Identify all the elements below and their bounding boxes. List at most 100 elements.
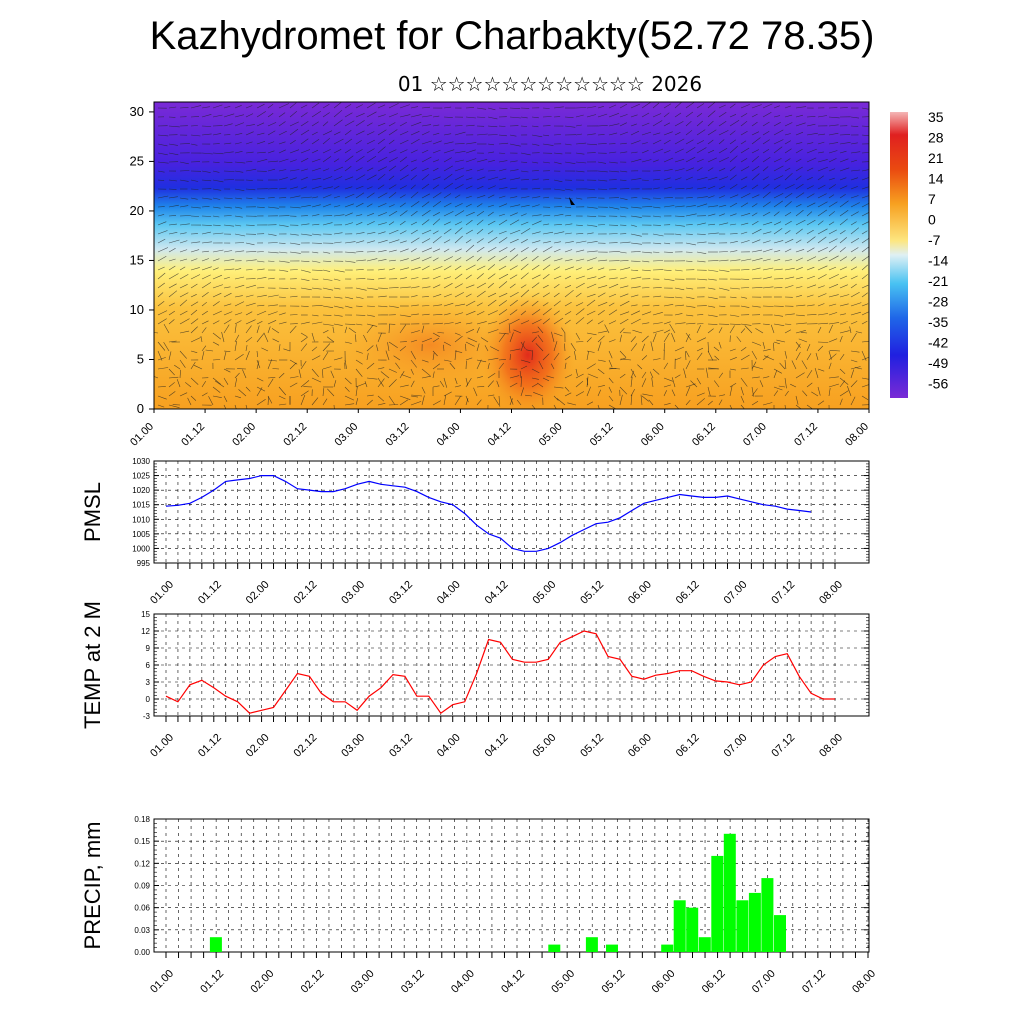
wind-vector — [344, 395, 355, 401]
wind-vector — [190, 143, 198, 146]
y-tick-label: 30 — [130, 104, 144, 119]
wind-vector — [399, 114, 411, 118]
wind-vector — [289, 177, 297, 181]
wind-vector — [322, 130, 333, 136]
wind-vector — [344, 305, 353, 309]
wind-vector — [784, 167, 791, 172]
colorbar-label: -42 — [928, 335, 948, 351]
wind-vector — [355, 232, 365, 235]
wind-vector — [509, 283, 516, 289]
wind-vector — [707, 110, 716, 118]
wind-vector — [751, 203, 758, 208]
wind-vector — [223, 377, 229, 385]
wind-vector — [707, 328, 714, 334]
wind-vector — [223, 161, 233, 163]
wind-vector — [355, 334, 357, 343]
wind-vector — [641, 142, 648, 145]
wind-vector — [377, 395, 385, 402]
wind-vector — [674, 132, 681, 136]
wind-vector — [322, 323, 334, 326]
wind-vector — [245, 124, 255, 127]
wind-vector — [498, 203, 508, 208]
wind-vector — [861, 169, 869, 172]
wind-vector — [564, 319, 571, 325]
wind-vector — [685, 242, 696, 246]
wind-vector — [798, 338, 808, 343]
wind-vector — [685, 167, 695, 172]
wind-vector — [784, 323, 792, 325]
wind-vector — [597, 359, 606, 362]
wind-vector — [663, 390, 667, 397]
wind-vector — [762, 211, 771, 217]
wind-vector — [817, 303, 825, 307]
x-tick-label: 01.12 — [179, 421, 207, 449]
wind-vector — [839, 294, 850, 298]
wind-vector — [410, 106, 419, 109]
wind-vector — [326, 336, 335, 343]
wind-vector — [641, 150, 649, 154]
wind-vector — [586, 106, 597, 109]
wind-vector — [828, 322, 840, 325]
wind-vector — [476, 359, 487, 363]
wind-vector — [311, 355, 321, 361]
wind-vector — [410, 401, 422, 406]
wind-vector — [410, 286, 420, 289]
wind-vector — [465, 398, 469, 406]
wind-vector — [498, 168, 507, 172]
wind-vector — [179, 258, 188, 262]
wind-vector — [784, 105, 791, 109]
wind-vector — [476, 290, 486, 298]
wind-vector — [432, 236, 442, 244]
wind-vector — [641, 311, 652, 316]
wind-vector — [289, 159, 297, 163]
wind-vector — [278, 260, 290, 263]
wind-vector — [531, 292, 540, 298]
wind-vector — [267, 168, 276, 172]
wind-vector — [377, 114, 386, 118]
wind-vector — [201, 301, 207, 307]
wind-vector — [311, 204, 321, 208]
wind-vector — [586, 350, 595, 353]
wind-vector — [630, 394, 633, 406]
wind-vector — [399, 345, 407, 352]
wind-vector — [300, 138, 309, 145]
wind-vector — [597, 330, 608, 334]
wind-vector — [157, 301, 165, 307]
wind-vector — [322, 330, 329, 334]
wind-vector — [395, 362, 401, 370]
wind-vector — [509, 398, 513, 406]
wind-vector — [245, 284, 256, 289]
wind-vector — [828, 294, 839, 298]
wind-vector — [432, 304, 443, 307]
wind-vector — [696, 103, 705, 109]
wind-vector — [773, 146, 783, 154]
wind-vector — [366, 122, 373, 127]
wind-vector — [663, 131, 673, 136]
wind-vector — [443, 239, 451, 244]
wind-vector — [597, 106, 604, 109]
wind-vector — [795, 322, 807, 325]
wind-vector — [520, 221, 529, 226]
wind-vector — [839, 256, 847, 262]
wind-vector — [443, 157, 452, 163]
wind-vector — [179, 240, 188, 244]
wind-vector — [190, 105, 202, 109]
wind-vector — [718, 341, 722, 349]
wind-vector — [432, 124, 440, 127]
wind-vector — [740, 176, 748, 181]
wind-vector — [564, 223, 573, 226]
wind-vector — [179, 284, 188, 289]
precip-bar — [585, 937, 598, 952]
wind-vector — [597, 285, 608, 289]
wind-vector — [707, 205, 719, 208]
wind-vector — [157, 134, 169, 137]
wind-vector — [509, 229, 521, 235]
wind-vector — [696, 337, 707, 343]
wind-vector — [465, 343, 467, 352]
wind-vector — [531, 336, 538, 343]
wind-vector — [641, 197, 651, 200]
wind-vector — [388, 324, 390, 334]
wind-vector — [476, 159, 488, 163]
wind-vector — [828, 255, 839, 262]
wind-vector — [380, 371, 390, 379]
